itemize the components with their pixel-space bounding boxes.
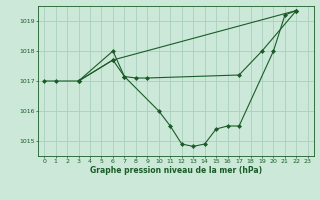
- X-axis label: Graphe pression niveau de la mer (hPa): Graphe pression niveau de la mer (hPa): [90, 166, 262, 175]
